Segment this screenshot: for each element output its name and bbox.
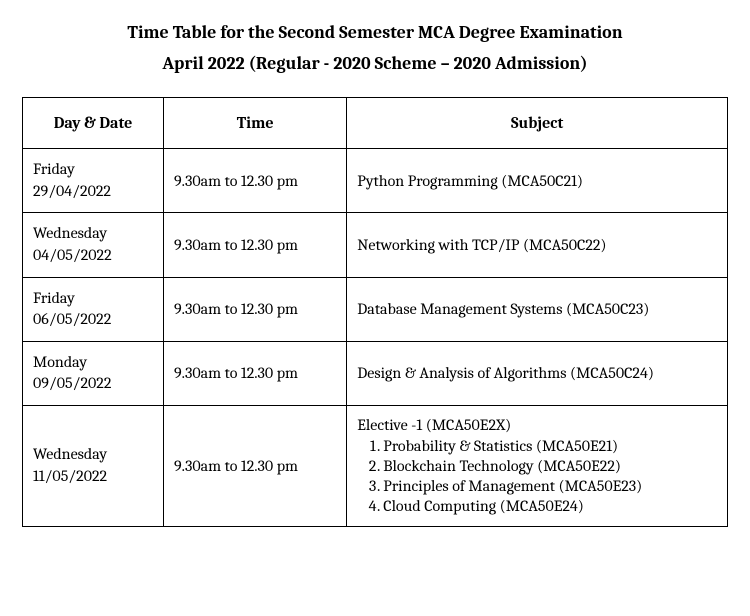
day-name: Friday <box>33 160 75 178</box>
cell-day: Friday 06/05/2022 <box>23 277 164 341</box>
list-item: Cloud Computing (MCA50E24) <box>383 496 717 516</box>
elective-list: Probability & Statistics (MCA50E21) Bloc… <box>357 436 717 516</box>
cell-day: Wednesday 11/05/2022 <box>23 405 164 526</box>
day-name: Wednesday <box>33 445 107 463</box>
cell-time: 9.30am to 12.30 pm <box>164 277 347 341</box>
title-block: Time Table for the Second Semester MCA D… <box>22 18 728 79</box>
table-row: Monday 09/05/2022 9.30am to 12.30 pm Des… <box>23 341 728 405</box>
cell-time: 9.30am to 12.30 pm <box>164 213 347 277</box>
cell-day: Friday 29/04/2022 <box>23 149 164 213</box>
list-item: Blockchain Technology (MCA50E22) <box>383 456 717 476</box>
day-name: Friday <box>33 289 75 307</box>
list-item: Probability & Statistics (MCA50E21) <box>383 436 717 456</box>
day-date: 09/05/2022 <box>33 374 111 392</box>
timetable: Day & Date Time Subject Friday 29/04/202… <box>22 97 728 527</box>
table-row: Friday 06/05/2022 9.30am to 12.30 pm Dat… <box>23 277 728 341</box>
cell-subject: Elective -1 (MCA50E2X) Probability & Sta… <box>347 405 728 526</box>
cell-subject: Python Programming (MCA50C21) <box>347 149 728 213</box>
header-time: Time <box>164 98 347 149</box>
cell-time: 9.30am to 12.30 pm <box>164 341 347 405</box>
cell-subject: Networking with TCP/IP (MCA50C22) <box>347 213 728 277</box>
page: Time Table for the Second Semester MCA D… <box>0 0 750 527</box>
day-name: Monday <box>33 353 87 371</box>
title-line-1: Time Table for the Second Semester MCA D… <box>22 18 728 49</box>
table-row: Wednesday 11/05/2022 9.30am to 12.30 pm … <box>23 405 728 526</box>
day-date: 11/05/2022 <box>33 467 107 485</box>
cell-time: 9.30am to 12.30 pm <box>164 405 347 526</box>
cell-time: 9.30am to 12.30 pm <box>164 149 347 213</box>
cell-day: Monday 09/05/2022 <box>23 341 164 405</box>
list-item: Principles of Management (MCA50E23) <box>383 476 717 496</box>
cell-subject: Design & Analysis of Algorithms (MCA50C2… <box>347 341 728 405</box>
table-header-row: Day & Date Time Subject <box>23 98 728 149</box>
header-subject: Subject <box>347 98 728 149</box>
cell-day: Wednesday 04/05/2022 <box>23 213 164 277</box>
day-date: 29/04/2022 <box>33 182 111 200</box>
day-date: 06/05/2022 <box>33 310 111 328</box>
day-date: 04/05/2022 <box>33 246 112 264</box>
day-name: Wednesday <box>33 224 107 242</box>
cell-subject: Database Management Systems (MCA50C23) <box>347 277 728 341</box>
header-day: Day & Date <box>23 98 164 149</box>
table-row: Wednesday 04/05/2022 9.30am to 12.30 pm … <box>23 213 728 277</box>
title-line-2: April 2022 (Regular - 2020 Scheme – 2020… <box>22 49 728 80</box>
table-row: Friday 29/04/2022 9.30am to 12.30 pm Pyt… <box>23 149 728 213</box>
elective-header: Elective -1 (MCA50E2X) <box>357 416 717 434</box>
